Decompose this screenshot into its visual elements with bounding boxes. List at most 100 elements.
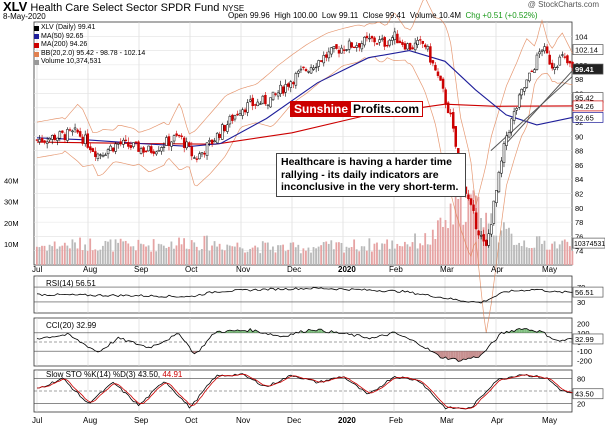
volume-bar bbox=[505, 228, 508, 265]
volume-bar bbox=[365, 250, 368, 265]
candle-body bbox=[144, 150, 148, 153]
volume-bar bbox=[292, 242, 295, 265]
price-value-tag bbox=[572, 112, 604, 123]
rsi-value-tag-label: 56.51 bbox=[575, 288, 594, 297]
cci-fill bbox=[443, 351, 446, 359]
sto-signal-line bbox=[36, 373, 573, 410]
candle-body bbox=[210, 139, 214, 144]
candle-body bbox=[48, 138, 51, 141]
volume-bar bbox=[114, 239, 117, 265]
volume-bar bbox=[553, 241, 556, 265]
candle-body bbox=[484, 239, 488, 246]
candle-body bbox=[190, 146, 194, 157]
candle-body bbox=[109, 145, 112, 151]
candle-body bbox=[436, 71, 440, 76]
x-tick-label: May bbox=[542, 416, 557, 425]
price-tick-label: 80 bbox=[575, 204, 583, 213]
candle-body bbox=[132, 142, 135, 147]
volume-bar bbox=[345, 246, 348, 265]
candle-body bbox=[309, 67, 313, 74]
volume-bar bbox=[137, 239, 140, 265]
volume-value-tag-label: 10374531 bbox=[574, 241, 605, 248]
volume-bar bbox=[482, 227, 485, 265]
candle-body bbox=[261, 95, 265, 104]
candle-body bbox=[322, 55, 326, 64]
volume-bar bbox=[101, 245, 104, 265]
volume-bar bbox=[520, 246, 523, 265]
volume-bar bbox=[528, 248, 531, 265]
x-tick-label: Apr bbox=[491, 416, 504, 425]
candle-body bbox=[398, 40, 402, 44]
volume-bar bbox=[89, 238, 92, 265]
candle-body bbox=[287, 83, 290, 87]
candle-body bbox=[269, 97, 272, 108]
credit: @ StockCharts.com bbox=[527, 0, 599, 9]
low-value: 99.11 bbox=[338, 11, 359, 20]
volume-bar bbox=[221, 249, 224, 265]
volume-bar bbox=[551, 243, 553, 265]
candle-body bbox=[523, 87, 526, 92]
fund-name: Health Care Select Sector SPDR Fund bbox=[30, 2, 220, 14]
volume-bar bbox=[58, 246, 61, 265]
volume-bar bbox=[548, 249, 551, 265]
candle-body bbox=[292, 82, 295, 85]
candle-body bbox=[68, 129, 72, 131]
volume-bar bbox=[411, 242, 414, 265]
candle-body bbox=[525, 79, 529, 88]
volume-bar bbox=[178, 237, 180, 265]
rsi-line bbox=[36, 286, 573, 304]
volume-bar bbox=[371, 251, 373, 265]
candle-body bbox=[89, 146, 92, 151]
volume-bar bbox=[140, 243, 142, 265]
volume-bar bbox=[76, 248, 79, 265]
volume-bar bbox=[495, 235, 498, 265]
cci-fill bbox=[316, 329, 319, 333]
volume-bar bbox=[61, 245, 64, 265]
candle-body bbox=[35, 139, 39, 141]
candle-body bbox=[340, 47, 343, 54]
price-tick-label: 76 bbox=[575, 232, 583, 241]
volume-bar bbox=[269, 249, 272, 265]
volume-bar bbox=[289, 242, 292, 265]
candle-body bbox=[561, 54, 564, 56]
candle-body bbox=[71, 130, 74, 133]
candle-body bbox=[73, 127, 77, 130]
candle-body bbox=[124, 139, 128, 142]
volume-bar bbox=[211, 245, 213, 265]
candle-body bbox=[195, 158, 199, 160]
candle-body bbox=[226, 124, 229, 132]
volume-bar bbox=[107, 241, 109, 265]
candle-body bbox=[548, 54, 551, 65]
volume-bar bbox=[452, 224, 455, 265]
volume-bar bbox=[150, 251, 153, 265]
candle-body bbox=[543, 46, 546, 52]
legend-swatch bbox=[34, 42, 39, 48]
sto-label: Slow STO %K(14) %D(3) 43.50, 44.91 bbox=[46, 370, 183, 379]
candle-body bbox=[474, 212, 478, 230]
legend-swatch bbox=[34, 25, 39, 31]
price-value-tag-label: 92.65 bbox=[575, 113, 594, 122]
candle-body bbox=[517, 94, 521, 108]
volume-bar bbox=[500, 230, 503, 265]
legend-swatch bbox=[34, 34, 39, 40]
candle-body bbox=[426, 46, 430, 50]
candle-body bbox=[365, 35, 369, 39]
candle-body bbox=[180, 135, 183, 137]
volume-bar bbox=[86, 250, 89, 265]
cci-value-tag bbox=[572, 333, 604, 345]
rsi-tick-label: 30 bbox=[577, 298, 585, 307]
volume-bar bbox=[320, 245, 323, 265]
volume-bar bbox=[79, 237, 81, 265]
candle-body bbox=[505, 135, 508, 146]
candle-body bbox=[152, 151, 155, 154]
volume-bar bbox=[256, 247, 259, 265]
x-tick-label: Feb bbox=[389, 265, 403, 274]
candle-body bbox=[170, 141, 173, 147]
candle-body bbox=[373, 37, 376, 43]
candle-body bbox=[507, 132, 511, 138]
candle-body bbox=[162, 146, 166, 148]
volume-bar bbox=[442, 226, 444, 265]
cci-fill bbox=[465, 351, 469, 360]
volume-bar bbox=[571, 251, 574, 265]
candle-body bbox=[129, 145, 133, 148]
